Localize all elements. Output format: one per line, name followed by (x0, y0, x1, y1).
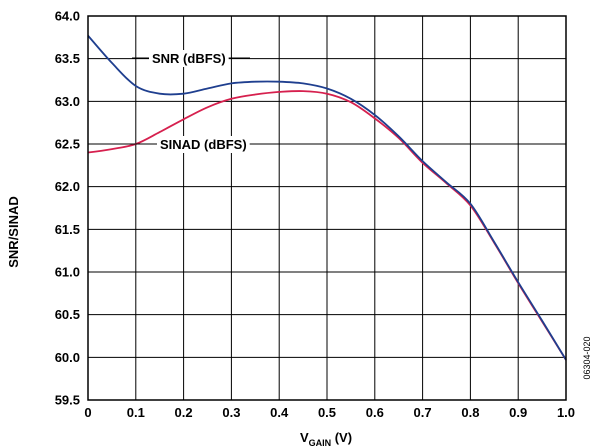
plot-frame (87, 15, 567, 401)
y-tick-label: 63.5 (55, 51, 80, 66)
y-axis-title: SNR/SINAD (6, 196, 21, 268)
x-tick-label: 0.4 (270, 405, 289, 420)
sinad-series-label: SINAD (dBFS) (160, 137, 247, 152)
y-tick-label: 62.0 (55, 179, 80, 194)
y-tick-label: 64.0 (55, 9, 80, 24)
x-tick-label: 0.9 (509, 405, 527, 420)
snr-series-label: SNR (dBFS) (152, 51, 226, 66)
y-tick-labels: 64.0 63.5 63.0 62.5 62.0 61.5 61.0 60.5 60.0 59.5 (55, 9, 80, 408)
x-axis-title-main: V (300, 430, 309, 445)
snr-series-line (87, 35, 567, 361)
y-tick-label: 60.5 (55, 307, 80, 322)
y-tick-label: 61.0 (55, 265, 80, 280)
x-tick-label: 0.8 (461, 405, 479, 420)
y-tick-label: 62.5 (55, 137, 80, 152)
y-tick-label: 63.0 (55, 94, 80, 109)
y-tick-label: 59.5 (55, 393, 80, 408)
x-tick-labels: 0 0.1 0.2 0.3 0.4 0.5 0.6 0.7 0.8 0.9 1.0 (84, 405, 575, 420)
x-tick-label: 0.7 (414, 405, 432, 420)
figure-id: 06304-020 (582, 336, 592, 379)
x-axis-title: VGAIN (V) (300, 430, 352, 447)
x-axis-title-unit: (V) (331, 430, 352, 445)
x-tick-label: 0.1 (127, 405, 145, 420)
x-tick-label: 0.2 (175, 405, 193, 420)
x-tick-label: 0 (84, 405, 91, 420)
snr-label-background (149, 50, 229, 67)
x-tick-label: 0.5 (318, 405, 336, 420)
sinad-label-background (157, 136, 250, 153)
grid-lines (88, 16, 566, 400)
y-tick-label: 60.0 (55, 350, 80, 365)
x-axis-title-subscript: GAIN (309, 438, 332, 447)
series-lines (87, 35, 567, 361)
y-tick-label: 61.5 (55, 222, 80, 237)
x-tick-label: 1.0 (557, 405, 575, 420)
series-annotations: SNR (dBFS) SINAD (dBFS) (120, 50, 284, 153)
x-tick-label: 0.3 (222, 405, 240, 420)
x-tick-label: 0.6 (366, 405, 384, 420)
